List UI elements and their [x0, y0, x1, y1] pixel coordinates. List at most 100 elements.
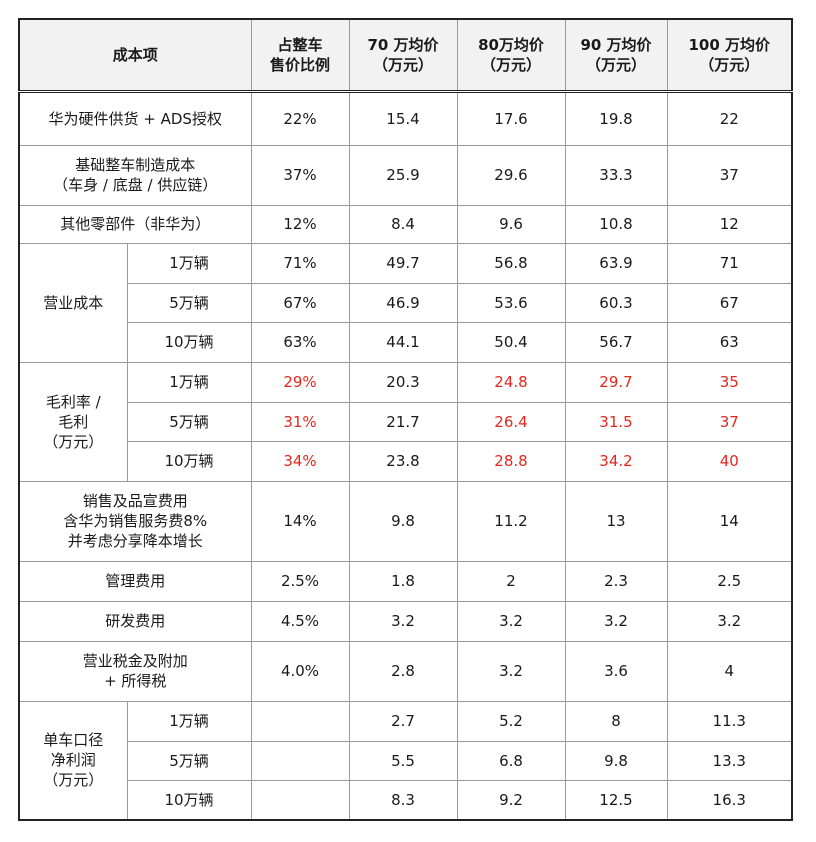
value-cell: 67 — [666, 282, 793, 323]
header-cost-item: 成本项 — [18, 18, 252, 93]
value-cell: 2.5 — [666, 560, 793, 602]
volume-label: 5万辆 — [126, 740, 252, 781]
value-cell: 4 — [666, 640, 793, 702]
ratio-cell: 22% — [250, 90, 350, 146]
value-cell: 12.5 — [564, 779, 668, 821]
value-cell: 22 — [666, 90, 793, 146]
value-cell: 2.3 — [564, 560, 668, 602]
value-cell: 2 — [456, 560, 566, 602]
value-cell: 9.6 — [456, 204, 566, 244]
ratio-cell: 29% — [250, 361, 350, 403]
value-cell: 60.3 — [564, 282, 668, 323]
ratio-cell: 34% — [250, 440, 350, 482]
ratio-cell: 71% — [250, 242, 350, 284]
ratio-cell: 12% — [250, 204, 350, 244]
value-cell: 17.6 — [456, 90, 566, 146]
header-ratio: 占整车 售价比例 — [250, 18, 350, 93]
volume-label: 10万辆 — [126, 321, 252, 363]
value-cell: 23.8 — [348, 440, 458, 482]
group-label: 营业成本 — [18, 242, 128, 363]
value-cell: 6.8 — [456, 740, 566, 781]
table-row: 营业税金及附加 + 所得税 4.0% 2.8 3.2 3.6 4 — [18, 640, 793, 702]
value-cell: 3.2 — [456, 600, 566, 642]
table-row: 5万辆 5.5 6.8 9.8 13.3 — [19, 740, 793, 781]
value-cell: 26.4 — [456, 401, 566, 442]
header-price-70: 70 万均价 （万元） — [348, 18, 458, 93]
table-row: 研发费用 4.5% 3.2 3.2 3.2 3.2 — [18, 600, 793, 642]
table-row: 营业成本 1万辆 71% 49.7 56.8 63.9 71 — [18, 242, 793, 363]
cost-table-container: 成本项 占整车 售价比例 70 万均价 （万元） 80万均价 （万元） 90 万… — [18, 18, 793, 821]
ratio-cell: 2.5% — [250, 560, 350, 602]
value-cell: 11.2 — [456, 480, 566, 562]
value-cell: 46.9 — [348, 282, 458, 323]
value-cell: 5.5 — [348, 740, 458, 781]
ratio-cell: 14% — [250, 480, 350, 562]
value-cell: 35 — [666, 361, 793, 403]
row-label: 华为硬件供货 + ADS授权 — [18, 90, 252, 146]
value-cell: 63.9 — [564, 242, 668, 284]
header-row: 成本项 占整车 售价比例 70 万均价 （万元） 80万均价 （万元） 90 万… — [18, 18, 793, 93]
table-row: 10万辆 63% 44.1 50.4 56.7 63 — [19, 321, 793, 363]
value-cell: 20.3 — [348, 361, 458, 403]
ratio-cell: 31% — [250, 401, 350, 442]
value-cell: 9.2 — [456, 779, 566, 821]
volume-label: 5万辆 — [126, 401, 252, 442]
value-cell: 2.7 — [348, 700, 458, 742]
value-cell: 3.2 — [564, 600, 668, 642]
ratio-cell — [250, 700, 350, 742]
value-cell: 15.4 — [348, 90, 458, 146]
table-row: 华为硬件供货 + ADS授权 22% 15.4 17.6 19.8 22 — [18, 90, 793, 146]
value-cell: 16.3 — [666, 779, 793, 821]
value-cell: 25.9 — [348, 144, 458, 206]
volume-label: 5万辆 — [126, 282, 252, 323]
value-cell: 29.7 — [564, 361, 668, 403]
value-cell: 37 — [666, 144, 793, 206]
value-cell: 2.8 — [348, 640, 458, 702]
ratio-cell — [250, 779, 350, 821]
value-cell: 9.8 — [348, 480, 458, 562]
volume-label: 1万辆 — [126, 700, 252, 742]
value-cell: 3.2 — [666, 600, 793, 642]
value-cell: 14 — [666, 480, 793, 562]
table-row: 毛利率 / 毛利 （万元） 1万辆 29% 20.3 24.8 29.7 35 — [18, 361, 793, 482]
ratio-cell: 67% — [250, 282, 350, 323]
volume-label: 10万辆 — [126, 779, 252, 821]
value-cell: 37 — [666, 401, 793, 442]
value-cell: 11.3 — [666, 700, 793, 742]
ratio-cell — [250, 740, 350, 781]
value-cell: 28.8 — [456, 440, 566, 482]
table-row: 单车口径 净利润 （万元） 1万辆 2.7 5.2 8 11.3 — [18, 700, 793, 821]
value-cell: 33.3 — [564, 144, 668, 206]
value-cell: 3.2 — [456, 640, 566, 702]
value-cell: 8.4 — [348, 204, 458, 244]
value-cell: 3.2 — [348, 600, 458, 642]
row-label: 其他零部件（非华为） — [18, 204, 252, 244]
ratio-cell: 63% — [250, 321, 350, 363]
value-cell: 8.3 — [348, 779, 458, 821]
value-cell: 34.2 — [564, 440, 668, 482]
header-price-90: 90 万均价 （万元） — [564, 18, 668, 93]
value-cell: 13.3 — [666, 740, 793, 781]
value-cell: 19.8 — [564, 90, 668, 146]
group-label: 毛利率 / 毛利 （万元） — [18, 361, 128, 482]
value-cell: 50.4 — [456, 321, 566, 363]
value-cell: 56.7 — [564, 321, 668, 363]
row-label: 研发费用 — [18, 600, 252, 642]
value-cell: 44.1 — [348, 321, 458, 363]
value-cell: 8 — [564, 700, 668, 742]
ratio-cell: 4.5% — [250, 600, 350, 642]
table-row: 基础整车制造成本 （车身 / 底盘 / 供应链） 37% 25.9 29.6 3… — [18, 144, 793, 206]
value-cell: 29.6 — [456, 144, 566, 206]
value-cell: 40 — [666, 440, 793, 482]
table-row: 其他零部件（非华为） 12% 8.4 9.6 10.8 12 — [18, 204, 793, 244]
volume-label: 1万辆 — [126, 361, 252, 403]
row-label: 营业税金及附加 + 所得税 — [18, 640, 252, 702]
value-cell: 63 — [666, 321, 793, 363]
table-row: 管理费用 2.5% 1.8 2 2.3 2.5 — [18, 560, 793, 602]
value-cell: 53.6 — [456, 282, 566, 323]
value-cell: 21.7 — [348, 401, 458, 442]
value-cell: 10.8 — [564, 204, 668, 244]
table-row: 10万辆 8.3 9.2 12.5 16.3 — [19, 779, 793, 821]
row-label: 销售及品宣费用 含华为销售服务费8% 并考虑分享降本增长 — [18, 480, 252, 562]
table-row: 5万辆 31% 21.7 26.4 31.5 37 — [19, 401, 793, 442]
